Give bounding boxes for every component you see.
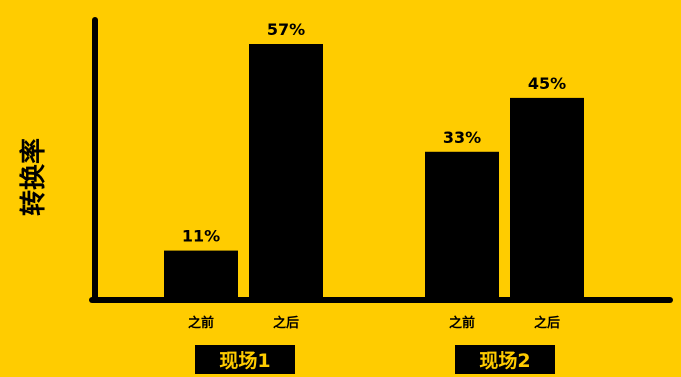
tick-label-2-1: 之前 — [449, 315, 475, 331]
tick-label-1-2: 之后 — [273, 315, 299, 331]
data-label-1-1: 11% — [182, 227, 220, 246]
group-label-1: 现场1 — [219, 350, 270, 372]
group-label-box-1 — [195, 345, 295, 374]
data-label-2-2: 45% — [528, 74, 566, 93]
bar-2-1 — [425, 151, 499, 300]
data-label-1-2: 57% — [267, 20, 305, 39]
tick-label-1-1: 之前 — [188, 315, 214, 331]
y-axis-label: 转换率 — [18, 138, 49, 216]
tick-label-2-2: 之后 — [534, 315, 560, 331]
data-label-2-1: 33% — [443, 128, 481, 147]
bar-1-2 — [249, 44, 323, 300]
group-label-box-2 — [455, 345, 555, 374]
group-label-2: 现场2 — [479, 350, 530, 372]
bar-2-2 — [510, 97, 584, 300]
bar-1-1 — [164, 250, 238, 300]
